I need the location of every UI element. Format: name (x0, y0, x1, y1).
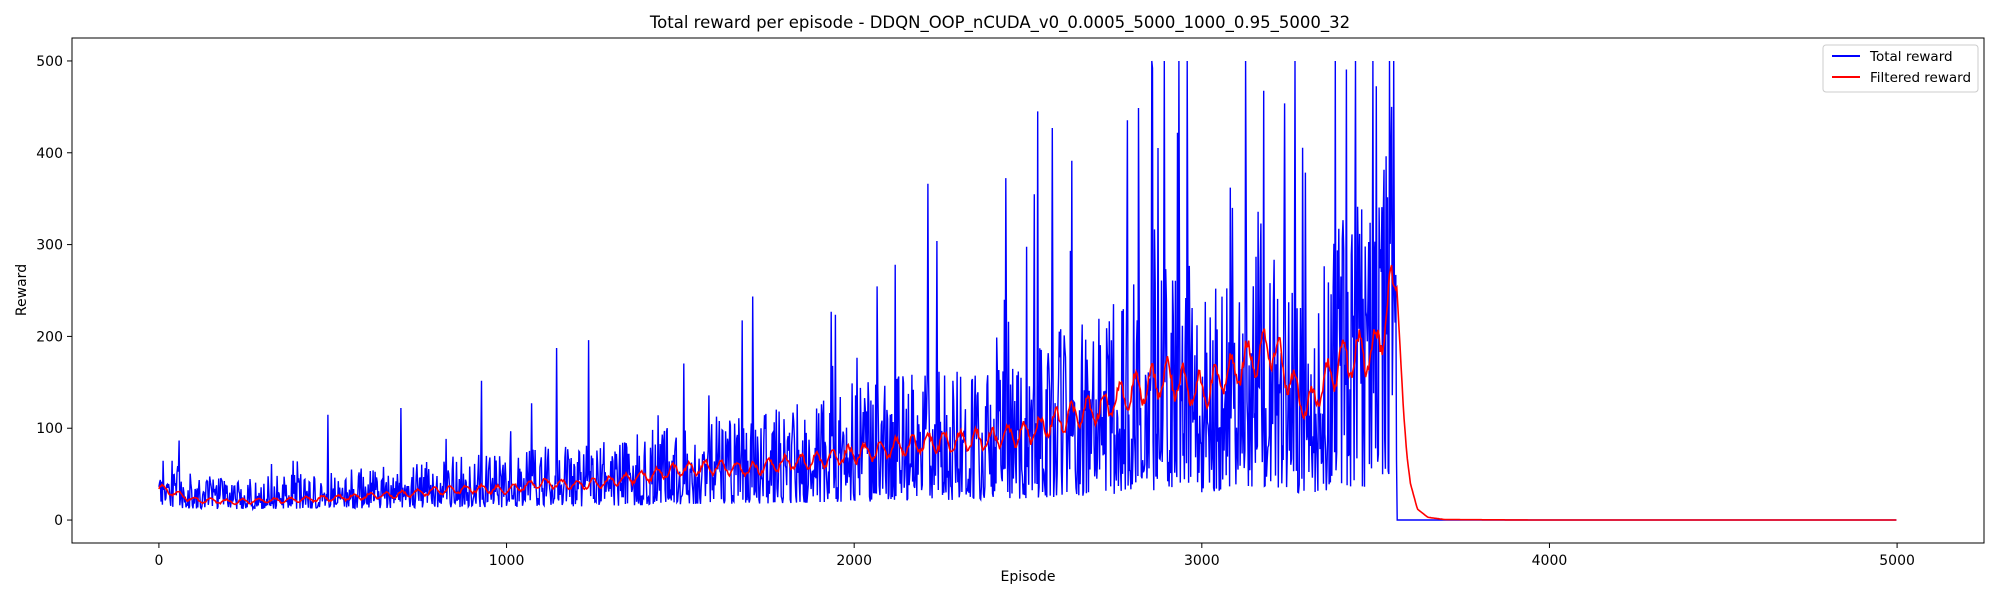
x-tick-label: 3000 (1184, 553, 1220, 569)
y-tick-label: 500 (36, 54, 63, 70)
plot-area (158, 60, 1897, 521)
x-tick-label: 4000 (1532, 553, 1568, 569)
legend: Total reward Filtered reward (1822, 44, 1979, 93)
x-axis: 0 1000 2000 3000 4000 5000 (154, 543, 1915, 569)
x-axis-label: Episode (1001, 569, 1056, 585)
y-axis: 0 100 200 300 400 500 (36, 54, 72, 529)
series-total-reward-line (158, 60, 1897, 521)
legend-label-total: Total reward (1869, 49, 1953, 65)
axes-frame (71, 37, 1985, 544)
y-tick-label: 0 (54, 513, 63, 529)
x-tick-label: 1000 (489, 553, 525, 569)
x-tick-label: 0 (154, 553, 163, 569)
series-filtered-reward-line (158, 264, 1897, 521)
y-axis-label: Reward (14, 264, 30, 316)
x-tick-label: 5000 (1879, 553, 1915, 569)
legend-label-filtered: Filtered reward (1870, 70, 1971, 86)
y-tick-label: 200 (36, 329, 63, 345)
y-tick-label: 400 (36, 146, 63, 162)
chart-title: Total reward per episode - DDQN_OOP_nCUD… (649, 13, 1350, 33)
y-tick-label: 300 (36, 238, 63, 254)
legend-box (1822, 44, 1979, 93)
x-tick-label: 2000 (836, 553, 872, 569)
y-tick-label: 100 (36, 421, 63, 437)
